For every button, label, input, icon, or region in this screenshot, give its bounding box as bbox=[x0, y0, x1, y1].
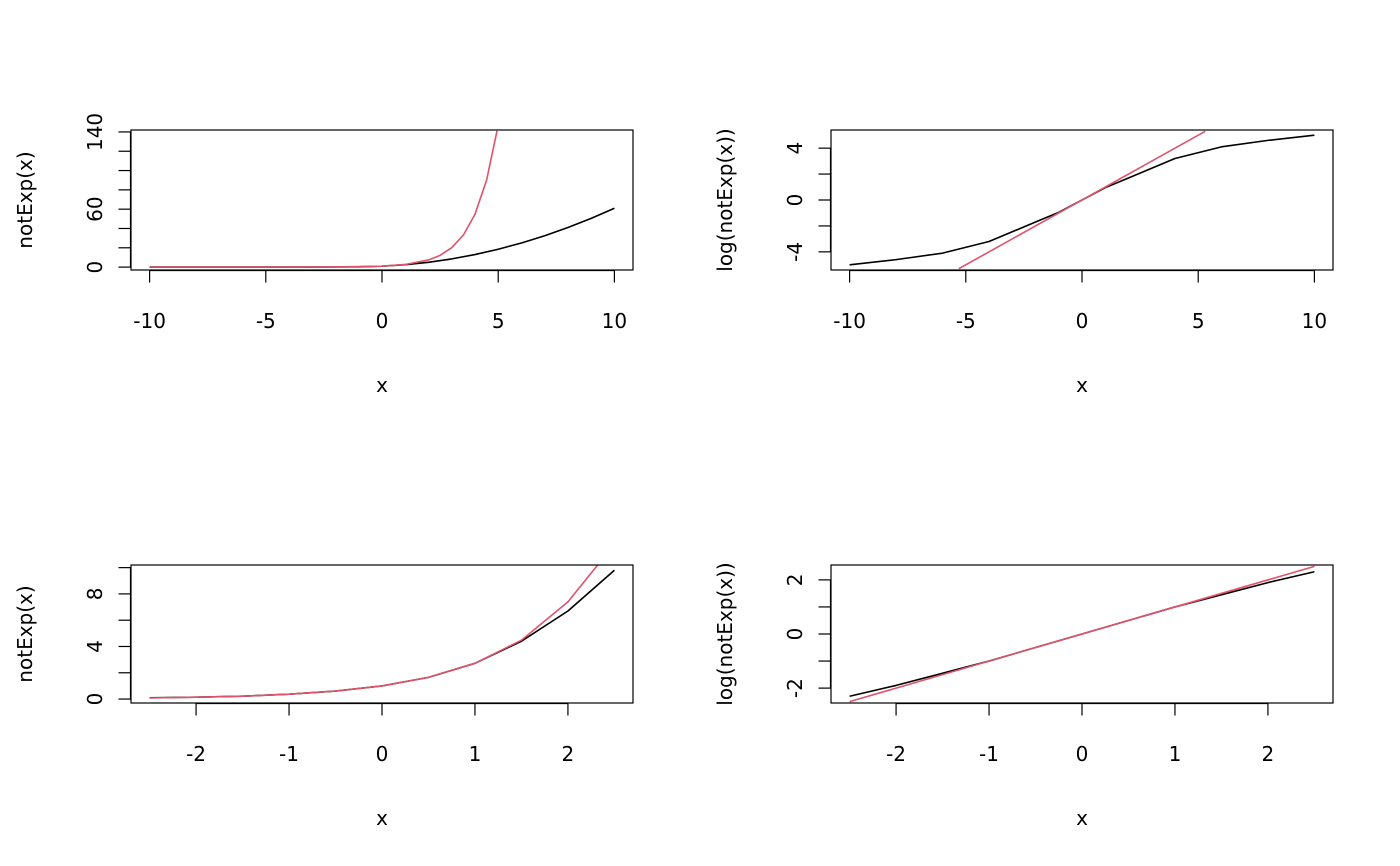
y-tick-label: 0 bbox=[83, 261, 107, 274]
y-tick-label: 60 bbox=[83, 196, 107, 221]
y-axis-label: log(notExp(x)) bbox=[713, 128, 737, 271]
chart-panel-2: -10 -5 0 5 10 x -4 0 4 log(notExp(x)) bbox=[713, 128, 1334, 397]
plot-frame bbox=[130, 564, 634, 704]
y-tick-label: 140 bbox=[83, 113, 107, 151]
x-axis-label: x bbox=[376, 373, 388, 397]
x-tick-label: -5 bbox=[256, 309, 276, 333]
x-tick-label: 5 bbox=[1192, 309, 1205, 333]
x-axis-label: x bbox=[1076, 806, 1088, 830]
y-axis-label: notExp(x) bbox=[13, 585, 37, 682]
y-tick-label: -4 bbox=[783, 242, 807, 262]
chart-panel-4: -2 -1 0 1 2 x -2 0 2 log(notExp(x)) bbox=[713, 562, 1334, 830]
y-tick-label: -2 bbox=[783, 678, 807, 698]
y-tick-label: 4 bbox=[783, 142, 807, 155]
chart-panel-1: -10 -5 0 5 10 x 0 60 140 notExp(x) bbox=[13, 113, 634, 397]
x-tick-label: 2 bbox=[562, 742, 575, 766]
chart-panel-3: -2 -1 0 1 2 x 0 4 8 notExp(x) bbox=[13, 564, 634, 830]
x-tick-label: -1 bbox=[279, 742, 299, 766]
black-curve-1 bbox=[149, 207, 615, 268]
y-tick-label: 2 bbox=[783, 574, 807, 587]
red-curve-2 bbox=[958, 130, 1206, 270]
plot-frame bbox=[130, 129, 634, 271]
x-tick-label: 5 bbox=[492, 309, 505, 333]
x-tick-label: 0 bbox=[1076, 309, 1089, 333]
y-axis-label: log(notExp(x)) bbox=[713, 562, 737, 705]
x-tick-label: 1 bbox=[1169, 742, 1182, 766]
red-curve-1 bbox=[149, 130, 498, 268]
x-tick-label: 0 bbox=[376, 309, 389, 333]
y-tick-label: 0 bbox=[783, 628, 807, 641]
x-tick-label: -5 bbox=[956, 309, 976, 333]
x-tick-label: -10 bbox=[833, 309, 866, 333]
x-tick-label: -10 bbox=[133, 309, 166, 333]
y-tick-label: 8 bbox=[83, 588, 107, 601]
x-tick-label: -1 bbox=[979, 742, 999, 766]
black-curve-3 bbox=[149, 569, 615, 699]
x-axis-label: x bbox=[376, 806, 388, 830]
y-tick-label: 4 bbox=[83, 640, 107, 653]
x-tick-label: -2 bbox=[886, 742, 906, 766]
y-axis-label: notExp(x) bbox=[13, 151, 37, 248]
x-tick-label: 10 bbox=[1302, 309, 1327, 333]
x-axis-label: x bbox=[1076, 373, 1088, 397]
y-tick-label: 0 bbox=[83, 693, 107, 706]
red-curve-3 bbox=[149, 565, 599, 699]
x-tick-label: -2 bbox=[186, 742, 206, 766]
x-tick-label: 1 bbox=[469, 742, 482, 766]
x-tick-label: 0 bbox=[1076, 742, 1089, 766]
x-tick-label: 10 bbox=[602, 309, 627, 333]
y-tick-label: 0 bbox=[783, 194, 807, 207]
x-tick-label: 2 bbox=[1262, 742, 1275, 766]
red-curve-4 bbox=[849, 565, 1315, 703]
x-tick-label: 0 bbox=[376, 742, 389, 766]
